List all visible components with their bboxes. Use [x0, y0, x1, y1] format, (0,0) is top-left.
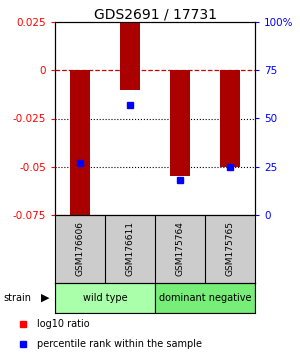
- Text: log10 ratio: log10 ratio: [38, 319, 90, 330]
- Text: GSM176606: GSM176606: [76, 222, 85, 276]
- Bar: [70, 70, 90, 215]
- Text: wild type: wild type: [83, 293, 127, 303]
- Bar: [220, 70, 240, 167]
- Text: GSM175764: GSM175764: [176, 222, 184, 276]
- Text: strain: strain: [3, 293, 31, 303]
- Bar: [55, 283, 155, 313]
- Text: dominant negative: dominant negative: [159, 293, 251, 303]
- Text: ▶: ▶: [40, 293, 49, 303]
- Text: percentile rank within the sample: percentile rank within the sample: [38, 339, 202, 349]
- Text: GSM176611: GSM176611: [125, 222, 134, 276]
- Bar: [170, 70, 190, 176]
- Bar: [155, 283, 255, 313]
- Bar: [120, 22, 140, 90]
- Text: GSM175765: GSM175765: [226, 222, 235, 276]
- Title: GDS2691 / 17731: GDS2691 / 17731: [94, 8, 217, 22]
